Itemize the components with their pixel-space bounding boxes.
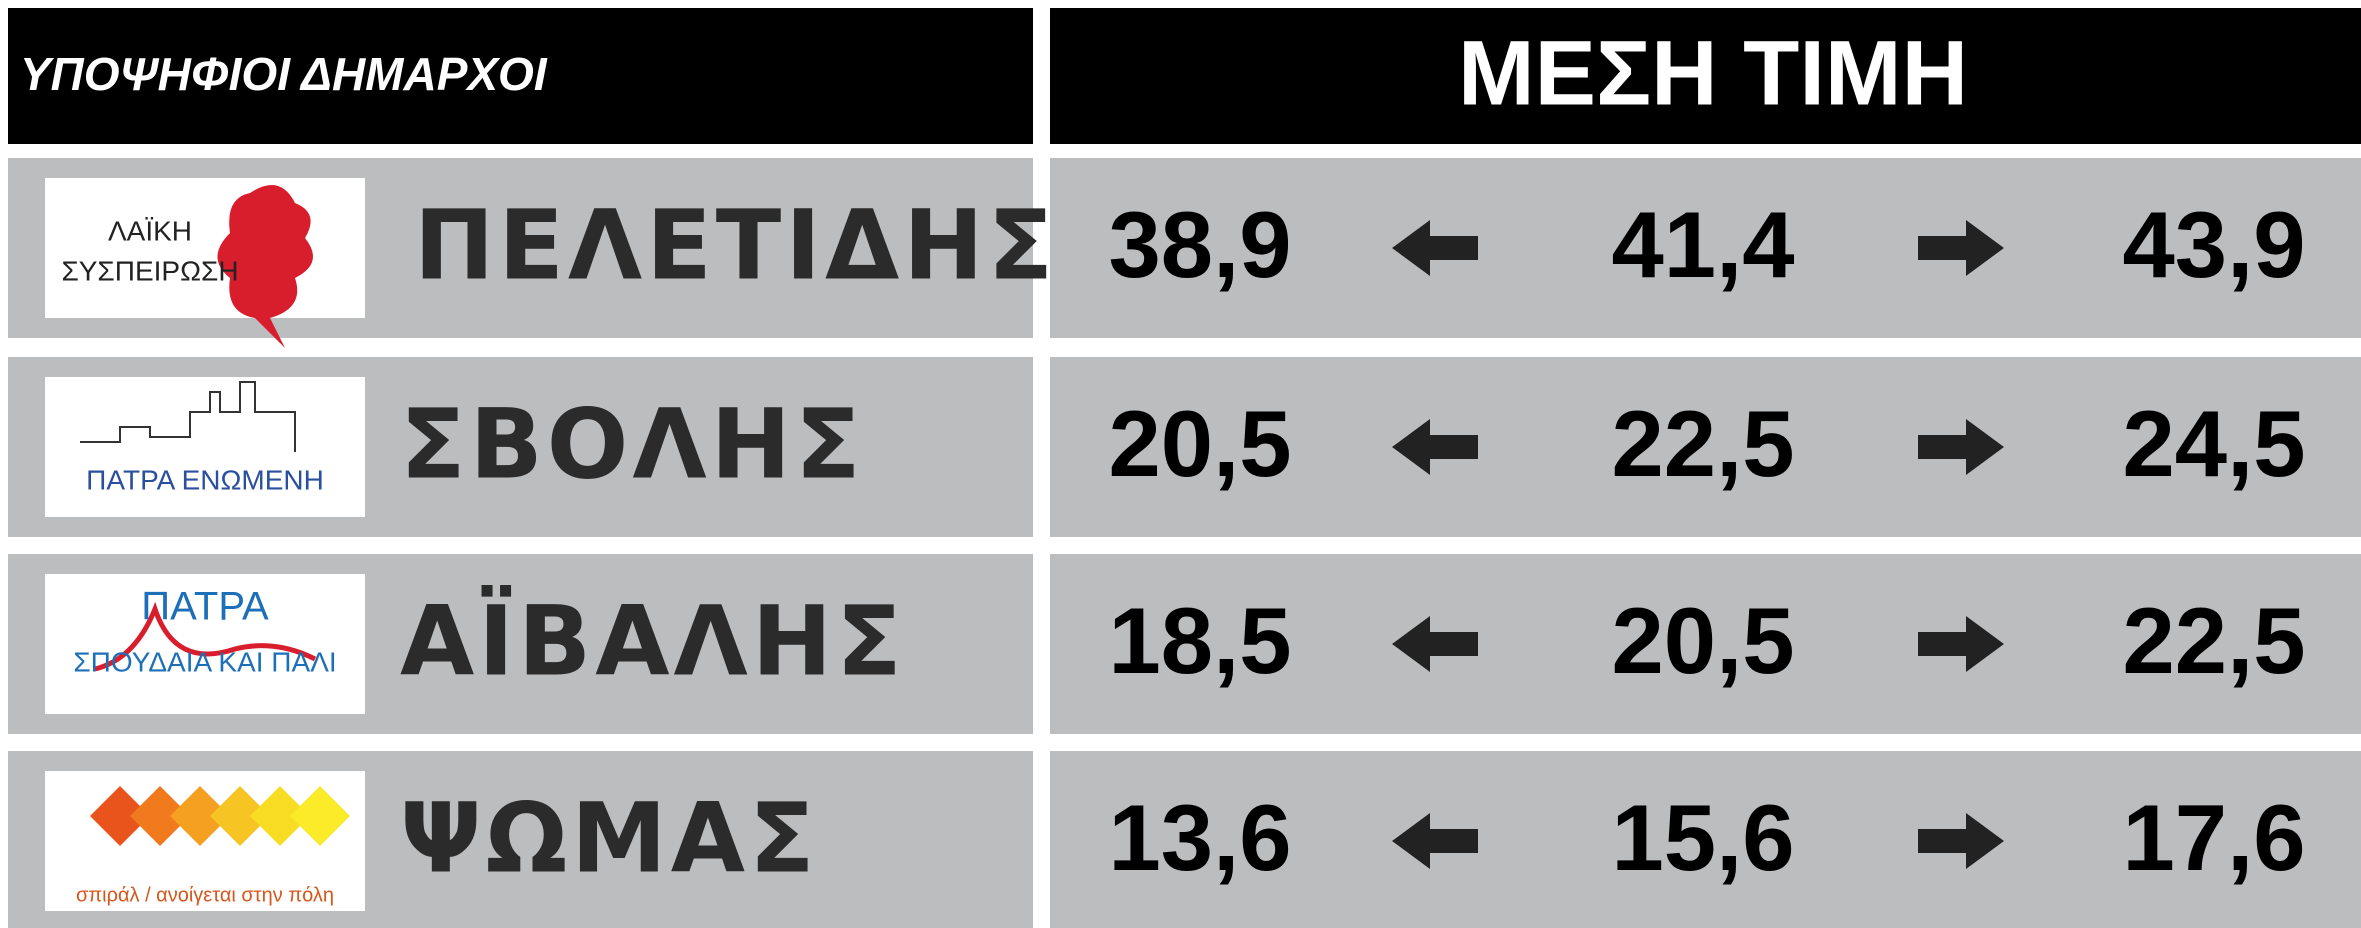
logo-diamond (130, 786, 190, 846)
value-high: 24,5 (2123, 391, 2306, 496)
arrow-left (1392, 616, 1478, 672)
logo-text: ΣΥΣΠΕΙΡΩΣΗ (61, 255, 238, 286)
logo-diamond (170, 786, 230, 846)
logo-box (45, 178, 365, 318)
logo-diamond (90, 786, 150, 846)
logo-text: ΛΑΪΚΗ (108, 215, 192, 246)
arrow-right (1918, 419, 2004, 475)
logo-text: ΠΑΤΡΑ (141, 585, 269, 629)
candidate-name: ΣΒΟΛΗΣ (400, 388, 865, 500)
header-left-title: ΥΠΟΨΗΦΙΟΙ ΔΗΜΑΡΧΟΙ (20, 48, 548, 100)
row: ΠΑΤΡΑ ΕΝΩΜΕΝΗ ΣΒΟΛΗΣ 20,5 22,5 24,5 (8, 357, 2361, 537)
logo-swoosh (94, 601, 317, 672)
value-high: 17,6 (2123, 785, 2306, 890)
row: ΠΑΤΡΑ ΣΠΟΥΔΑΙΑ ΚΑΙ ΠΑΛΙ ΑΪΒΑΛΗΣ 18,5 20,5 22,… (8, 554, 2361, 734)
value-cell (1050, 554, 2361, 734)
logo-diamond (250, 786, 310, 846)
value-mid: 15,6 (1612, 785, 1795, 890)
value-low: 20,5 (1109, 391, 1292, 496)
logo-diamond (210, 786, 270, 846)
header-right (1050, 8, 2361, 144)
row: ΛΑΪΚΗ ΣΥΣΠΕΙΡΩΣΗ ΠΕΛΕΤΙΔΗΣ 38,9 41,4 43,9 (8, 158, 2361, 348)
value-low: 18,5 (1109, 588, 1292, 693)
value-high: 22,5 (2123, 588, 2306, 693)
arrow-right (1918, 616, 2004, 672)
arrow-left (1392, 813, 1478, 869)
header-right-title: ΜΕΣΗ ΤΙΜΗ (1458, 22, 1968, 124)
logo-text: ΣΠΟΥΔΑΙΑ ΚΑΙ ΠΑΛΙ (73, 646, 336, 677)
logo-diamond (290, 786, 350, 846)
arrow-left (1392, 419, 1478, 475)
value-cell (1050, 158, 2361, 338)
value-high: 43,9 (2123, 192, 2306, 297)
logo-text: σπιράλ / ανοίγεται στην πόλη (76, 884, 334, 906)
candidate-name: ΑΪΒΑΛΗΣ (400, 584, 906, 697)
logo-box (45, 377, 365, 517)
header-left (8, 8, 1033, 144)
logo-text: ΠΑΤΡΑ ΕΝΩΜΕΝΗ (86, 464, 324, 495)
candidate-name: ΨΩΜΑΣ (400, 782, 819, 894)
candidate-name: ΠΕΛΕΤΙΔΗΣ (414, 189, 1057, 301)
value-mid: 20,5 (1612, 588, 1795, 693)
rows: ΛΑΪΚΗ ΣΥΣΠΕΙΡΩΣΗ ΠΕΛΕΤΙΔΗΣ 38,9 41,4 43,9 ΠΑΤΡ… (8, 158, 2361, 928)
value-low: 13,6 (1109, 785, 1292, 890)
row: σπιράλ / ανοίγεται στην πόλη ΨΩΜΑΣ 13,6 15,… (8, 751, 2361, 928)
value-cell (1050, 357, 2361, 537)
value-mid: 41,4 (1612, 192, 1795, 297)
arrow-right (1918, 813, 2004, 869)
arrow-right (1918, 220, 2004, 276)
logo-box (45, 574, 365, 714)
arrow-left (1392, 220, 1478, 276)
logo-skyline (80, 381, 296, 452)
value-cell (1050, 751, 2361, 928)
value-mid: 22,5 (1612, 391, 1795, 496)
value-low: 38,9 (1109, 192, 1292, 297)
logo-flower (217, 185, 313, 348)
